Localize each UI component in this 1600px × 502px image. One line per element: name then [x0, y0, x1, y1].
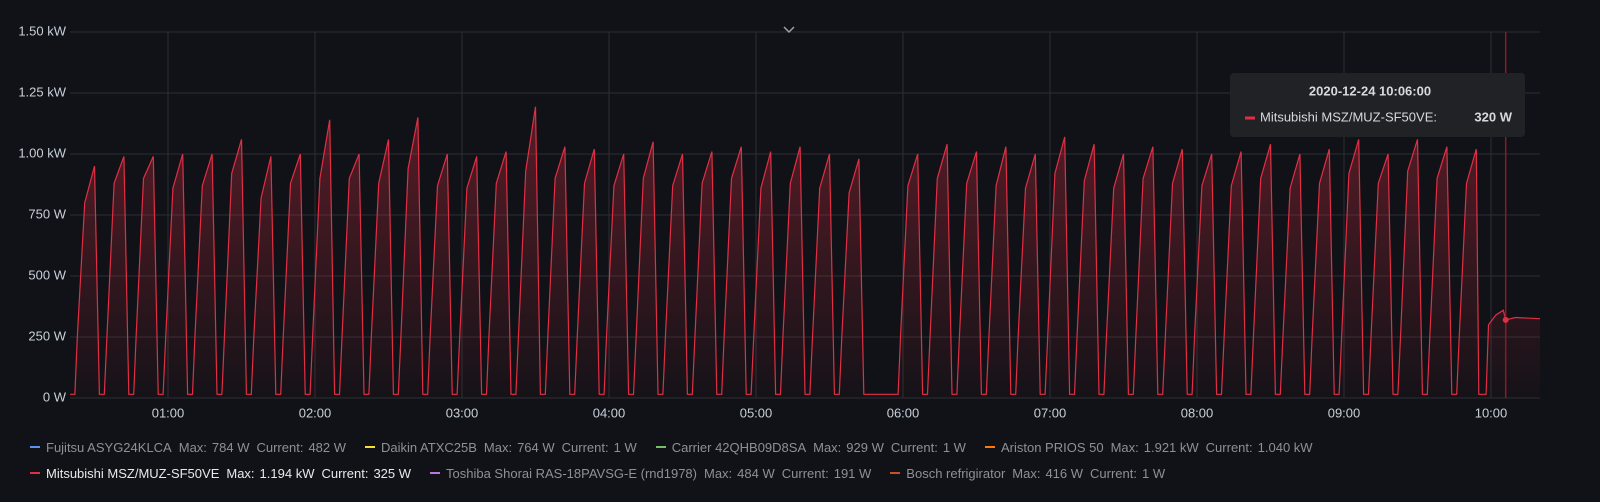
legend-entry[interactable]: Daikin ATXC25B Max: 764 W Current: 1 W — [365, 440, 642, 455]
tooltip-title: 2020-12-24 10:06:00 — [1309, 83, 1431, 98]
tooltip-box — [1230, 73, 1525, 137]
legend-name: Bosch refrigirator — [906, 465, 1006, 481]
series-line — [70, 106, 1541, 395]
y-tick-label: 0 W — [43, 389, 67, 404]
y-tick-label: 1.50 kW — [18, 23, 66, 38]
legend-swatch — [430, 472, 441, 474]
series-area — [70, 106, 1540, 398]
legend-current: 325 W — [373, 465, 412, 481]
legend-entry[interactable]: Bosch refrigirator Max: 416 W Current: 1 W — [890, 466, 1170, 481]
legend-current: 1 W — [1142, 465, 1166, 481]
x-tick-label: 06:00 — [887, 405, 920, 420]
y-tick-label: 1.25 kW — [18, 84, 66, 99]
legend-stat-label: Current: — [561, 439, 609, 455]
legend-max: 1.921 kW — [1143, 439, 1199, 455]
legend-name: Toshiba Shorai RAS-18PAVSG-E (rnd1978) — [446, 465, 697, 481]
legend-row: Mitsubishi MSZ/MUZ-SF50VE Max: 1.194 kW Cur… — [30, 460, 1570, 486]
legend-name: Fujitsu ASYG24KLCA — [46, 439, 172, 455]
legend-current: 482 W — [308, 439, 347, 455]
legend-max: 416 W — [1045, 465, 1084, 481]
legend-max: 929 W — [846, 439, 884, 455]
legend-stat-label: Current: — [256, 439, 304, 455]
x-tick-label: 04:00 — [593, 405, 626, 420]
legend-stat-label: Current: — [890, 439, 938, 455]
x-tick-label: 07:00 — [1034, 405, 1067, 420]
legend-current: 1 W — [942, 439, 966, 455]
legend-swatch — [30, 472, 40, 474]
x-tick-label: 09:00 — [1328, 405, 1361, 420]
legend: Fujitsu ASYG24KLCA Max: 784 W Current: 482 W… — [30, 434, 1570, 486]
legend-name: Mitsubishi MSZ/MUZ-SF50VE — [46, 465, 220, 481]
legend-entry[interactable]: Carrier 42QHB09D8SA Max: 929 W Current: 1 W — [655, 439, 971, 455]
legend-swatch — [30, 446, 40, 448]
legend-current: 1.040 kW — [1257, 439, 1313, 455]
y-tick-label: 500 W — [28, 267, 66, 282]
legend-stat-label: Current: — [781, 465, 829, 481]
x-tick-label: 08:00 — [1181, 405, 1214, 420]
legend-stat-label: Max: — [1110, 439, 1139, 455]
legend-max: 1.194 kW — [259, 465, 315, 481]
legend-row: Fujitsu ASYG24KLCA Max: 784 W Current: 482 W… — [30, 434, 1570, 460]
legend-swatch — [890, 472, 901, 474]
legend-name: Daikin ATXC25B — [381, 439, 477, 455]
y-tick-label: 750 W — [28, 206, 66, 221]
legend-stat-label: Current: — [321, 465, 369, 481]
legend-stat-label: Max: — [1012, 465, 1041, 481]
legend-current: 191 W — [833, 465, 872, 481]
legend-stat-label: Max: — [813, 439, 842, 455]
x-tick-label: 03:00 — [446, 405, 479, 420]
legend-current: 1 W — [613, 439, 637, 455]
panel-menu-chevron[interactable] — [783, 26, 795, 34]
legend-max: 764 W — [517, 439, 555, 455]
x-tick-label: 10:00 — [1475, 405, 1508, 420]
legend-max: 484 W — [737, 465, 775, 481]
y-tick-label: 1.00 kW — [18, 145, 66, 160]
tooltip-value: 320 W — [1474, 109, 1512, 124]
legend-entry[interactable]: Ariston PRIOS 50 Max: 1.921 kW Current: 1.04… — [984, 439, 1318, 455]
legend-swatch — [984, 446, 995, 448]
legend-entry[interactable]: Fujitsu ASYG24KLCA Max: 784 W Current: 482 W — [30, 440, 351, 455]
legend-stat-label: Max: — [704, 465, 733, 481]
tooltip-series: Mitsubishi MSZ/MUZ-SF50VE: — [1260, 109, 1437, 124]
x-tick-label: 05:00 — [740, 405, 773, 420]
legend-entry[interactable]: Mitsubishi MSZ/MUZ-SF50VE Max: 1.194 kW Cur… — [30, 466, 416, 481]
y-tick-label: 250 W — [28, 328, 66, 343]
legend-max: 784 W — [211, 439, 250, 455]
legend-stat-label: Max: — [226, 465, 255, 481]
legend-swatch — [365, 446, 376, 448]
legend-stat-label: Max: — [178, 439, 207, 455]
legend-entry[interactable]: Toshiba Shorai RAS-18PAVSG-E (rnd1978) Ma… — [430, 466, 876, 481]
legend-stat-label: Current: — [1090, 465, 1137, 481]
legend-stat-label: Current: — [1205, 439, 1253, 455]
hover-point — [1502, 316, 1509, 323]
legend-name: Carrier 42QHB09D8SA — [671, 439, 807, 455]
legend-stat-label: Max: — [483, 439, 513, 455]
legend-name: Ariston PRIOS 50 — [1000, 439, 1104, 455]
x-tick-label: 02:00 — [299, 405, 332, 420]
x-tick-label: 01:00 — [152, 405, 185, 420]
legend-swatch — [655, 446, 666, 448]
